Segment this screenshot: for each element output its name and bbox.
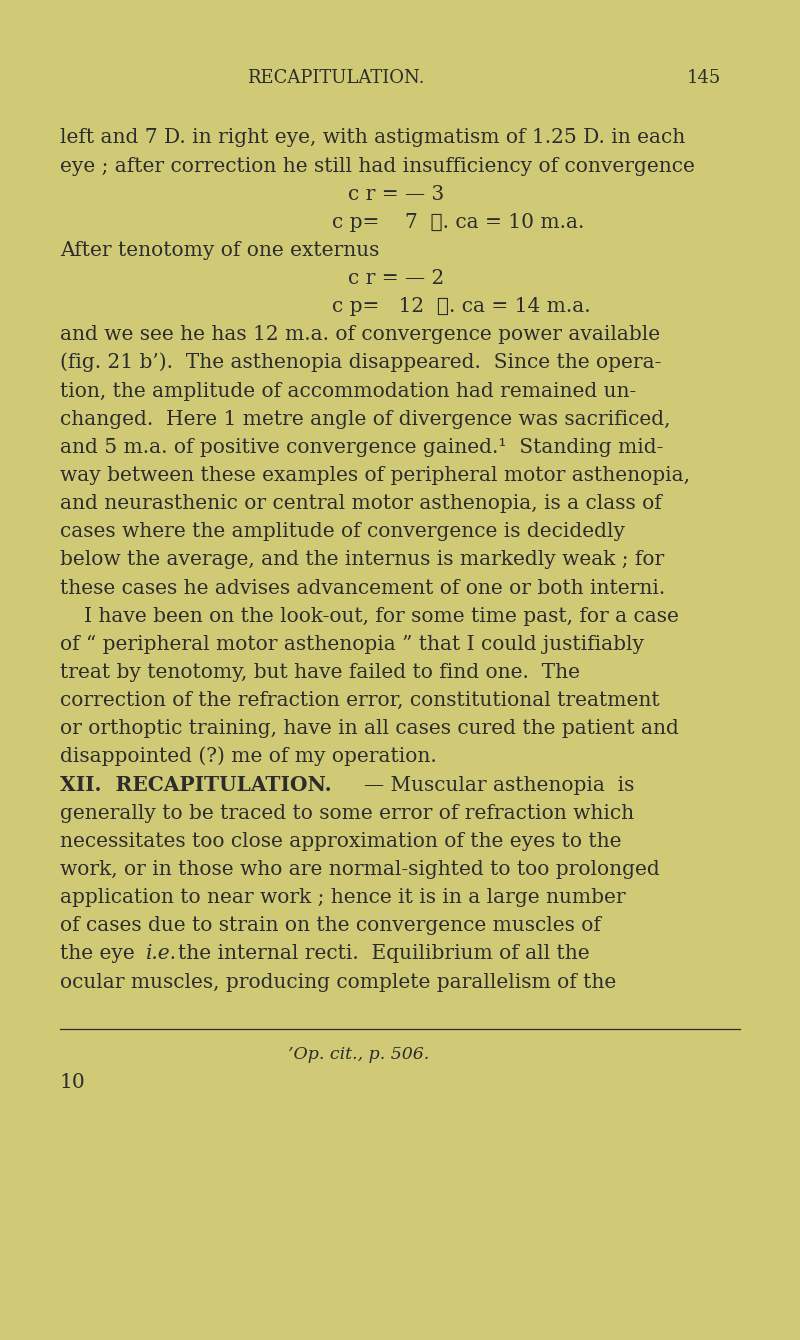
Text: way between these examples of peripheral motor asthenopia,: way between these examples of peripheral… bbox=[60, 466, 690, 485]
Text: generally to be traced to some error of refraction which: generally to be traced to some error of … bbox=[60, 804, 634, 823]
Text: correction of the refraction error, constitutional treatment: correction of the refraction error, cons… bbox=[60, 691, 660, 710]
Text: changed.  Here 1 metre angle of divergence was sacrificed,: changed. Here 1 metre angle of divergenc… bbox=[60, 410, 670, 429]
Text: and neurasthenic or central motor asthenopia, is a class of: and neurasthenic or central motor asthen… bbox=[60, 494, 662, 513]
Text: c p=    7  ∴. ca = 10 m.a.: c p= 7 ∴. ca = 10 m.a. bbox=[332, 213, 584, 232]
Text: 10: 10 bbox=[60, 1073, 86, 1092]
Text: RECAPITULATION.: RECAPITULATION. bbox=[247, 70, 425, 87]
Text: treat by tenotomy, but have failed to find one.  The: treat by tenotomy, but have failed to fi… bbox=[60, 663, 580, 682]
Text: After tenotomy of one externus: After tenotomy of one externus bbox=[60, 241, 379, 260]
Text: and 5 m.a. of positive convergence gained.¹  Standing mid-: and 5 m.a. of positive convergence gaine… bbox=[60, 438, 663, 457]
Text: or orthoptic training, have in all cases cured the patient and: or orthoptic training, have in all cases… bbox=[60, 720, 679, 738]
Text: XII.  RECAPITULATION.: XII. RECAPITULATION. bbox=[60, 775, 332, 795]
Text: ’Op. cit., p. 506.: ’Op. cit., p. 506. bbox=[288, 1045, 430, 1063]
Text: work, or in those who are normal-sighted to too prolonged: work, or in those who are normal-sighted… bbox=[60, 860, 660, 879]
Text: 145: 145 bbox=[687, 70, 721, 87]
Text: necessitates too close approximation of the eyes to the: necessitates too close approximation of … bbox=[60, 832, 622, 851]
Text: cases where the amplitude of convergence is decidedly: cases where the amplitude of convergence… bbox=[60, 523, 625, 541]
Text: ocular muscles, producing complete parallelism of the: ocular muscles, producing complete paral… bbox=[60, 973, 616, 992]
Text: I have been on the look-out, for some time past, for a case: I have been on the look-out, for some ti… bbox=[84, 607, 679, 626]
Text: of cases due to strain on the convergence muscles of: of cases due to strain on the convergenc… bbox=[60, 917, 601, 935]
Text: eye ; after correction he still had insufficiency of convergence: eye ; after correction he still had insu… bbox=[60, 157, 695, 176]
Text: the internal recti.  Equilibrium of all the: the internal recti. Equilibrium of all t… bbox=[178, 945, 590, 963]
Text: of “ peripheral motor asthenopia ” that I could justifiably: of “ peripheral motor asthenopia ” that … bbox=[60, 635, 644, 654]
Text: c r = — 2: c r = — 2 bbox=[348, 269, 444, 288]
Text: application to near work ; hence it is in a large number: application to near work ; hence it is i… bbox=[60, 888, 626, 907]
Text: below the average, and the internus is markedly weak ; for: below the average, and the internus is m… bbox=[60, 551, 664, 570]
Text: c p=   12  ∴. ca = 14 m.a.: c p= 12 ∴. ca = 14 m.a. bbox=[332, 297, 590, 316]
Text: the eye: the eye bbox=[60, 945, 134, 963]
Text: i.e.: i.e. bbox=[146, 945, 178, 963]
Text: tion, the amplitude of accommodation had remained un-: tion, the amplitude of accommodation had… bbox=[60, 382, 636, 401]
Text: and we see he has 12 m.a. of convergence power available: and we see he has 12 m.a. of convergence… bbox=[60, 326, 660, 344]
Text: — Muscular asthenopia  is: — Muscular asthenopia is bbox=[364, 776, 634, 795]
Text: left and 7 D. in right eye, with astigmatism of 1.25 D. in each: left and 7 D. in right eye, with astigma… bbox=[60, 129, 686, 147]
Text: (fig. 21 b’).  The asthenopia disappeared.  Since the opera-: (fig. 21 b’). The asthenopia disappeared… bbox=[60, 352, 662, 373]
Text: disappointed (?) me of my operation.: disappointed (?) me of my operation. bbox=[60, 746, 437, 766]
Text: c r = — 3: c r = — 3 bbox=[348, 185, 444, 204]
Text: these cases he advises advancement of one or both interni.: these cases he advises advancement of on… bbox=[60, 579, 666, 598]
